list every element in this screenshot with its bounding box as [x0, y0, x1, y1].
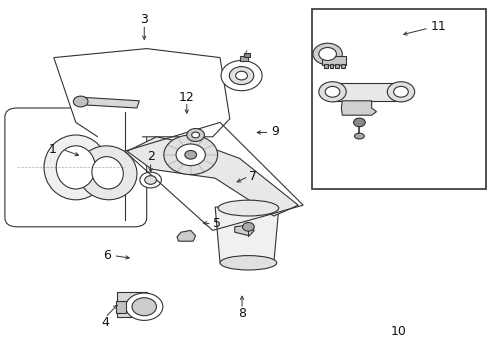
- Ellipse shape: [218, 200, 278, 216]
- Ellipse shape: [132, 298, 156, 316]
- Bar: [117, 292, 146, 317]
- Text: 10: 10: [390, 325, 406, 338]
- Text: 8: 8: [238, 307, 245, 320]
- Ellipse shape: [186, 129, 204, 141]
- Polygon shape: [127, 137, 298, 216]
- Bar: [116, 301, 125, 313]
- Polygon shape: [74, 97, 139, 108]
- Text: 7: 7: [249, 170, 257, 183]
- Text: 12: 12: [179, 91, 194, 104]
- Text: 1: 1: [48, 143, 56, 156]
- FancyBboxPatch shape: [5, 108, 146, 227]
- Bar: [335, 64, 339, 68]
- Polygon shape: [215, 207, 278, 263]
- Ellipse shape: [312, 43, 342, 65]
- Ellipse shape: [354, 133, 364, 139]
- Ellipse shape: [184, 150, 196, 159]
- Bar: [321, 56, 346, 65]
- Ellipse shape: [176, 144, 205, 166]
- Ellipse shape: [242, 222, 254, 231]
- Bar: [323, 64, 327, 68]
- Ellipse shape: [220, 256, 276, 270]
- Polygon shape: [177, 230, 195, 241]
- Bar: [244, 53, 250, 57]
- Text: 5: 5: [212, 217, 220, 230]
- Bar: [311, 9, 485, 189]
- Ellipse shape: [56, 146, 95, 189]
- Polygon shape: [54, 49, 229, 137]
- Text: 6: 6: [103, 249, 111, 262]
- Ellipse shape: [125, 293, 163, 320]
- Ellipse shape: [73, 96, 88, 107]
- Ellipse shape: [140, 172, 161, 188]
- Bar: [98, 112, 142, 220]
- Polygon shape: [234, 225, 254, 236]
- Ellipse shape: [353, 118, 365, 127]
- Bar: [239, 56, 248, 61]
- Ellipse shape: [144, 176, 156, 184]
- Text: 11: 11: [429, 21, 445, 33]
- Ellipse shape: [325, 86, 339, 97]
- Ellipse shape: [318, 82, 346, 102]
- Ellipse shape: [221, 60, 262, 91]
- Bar: [332, 83, 395, 101]
- Text: 9: 9: [271, 125, 279, 138]
- Ellipse shape: [163, 135, 217, 175]
- Ellipse shape: [92, 157, 123, 189]
- Text: 2: 2: [146, 150, 154, 163]
- Ellipse shape: [229, 67, 253, 85]
- Ellipse shape: [318, 48, 336, 60]
- Ellipse shape: [386, 82, 414, 102]
- Ellipse shape: [191, 132, 199, 138]
- Polygon shape: [341, 101, 376, 115]
- Ellipse shape: [44, 135, 107, 200]
- Text: 3: 3: [140, 13, 148, 26]
- Bar: [341, 64, 345, 68]
- Ellipse shape: [78, 146, 137, 200]
- Ellipse shape: [235, 71, 247, 80]
- Ellipse shape: [393, 86, 407, 97]
- Bar: [329, 64, 333, 68]
- Text: 4: 4: [101, 316, 109, 329]
